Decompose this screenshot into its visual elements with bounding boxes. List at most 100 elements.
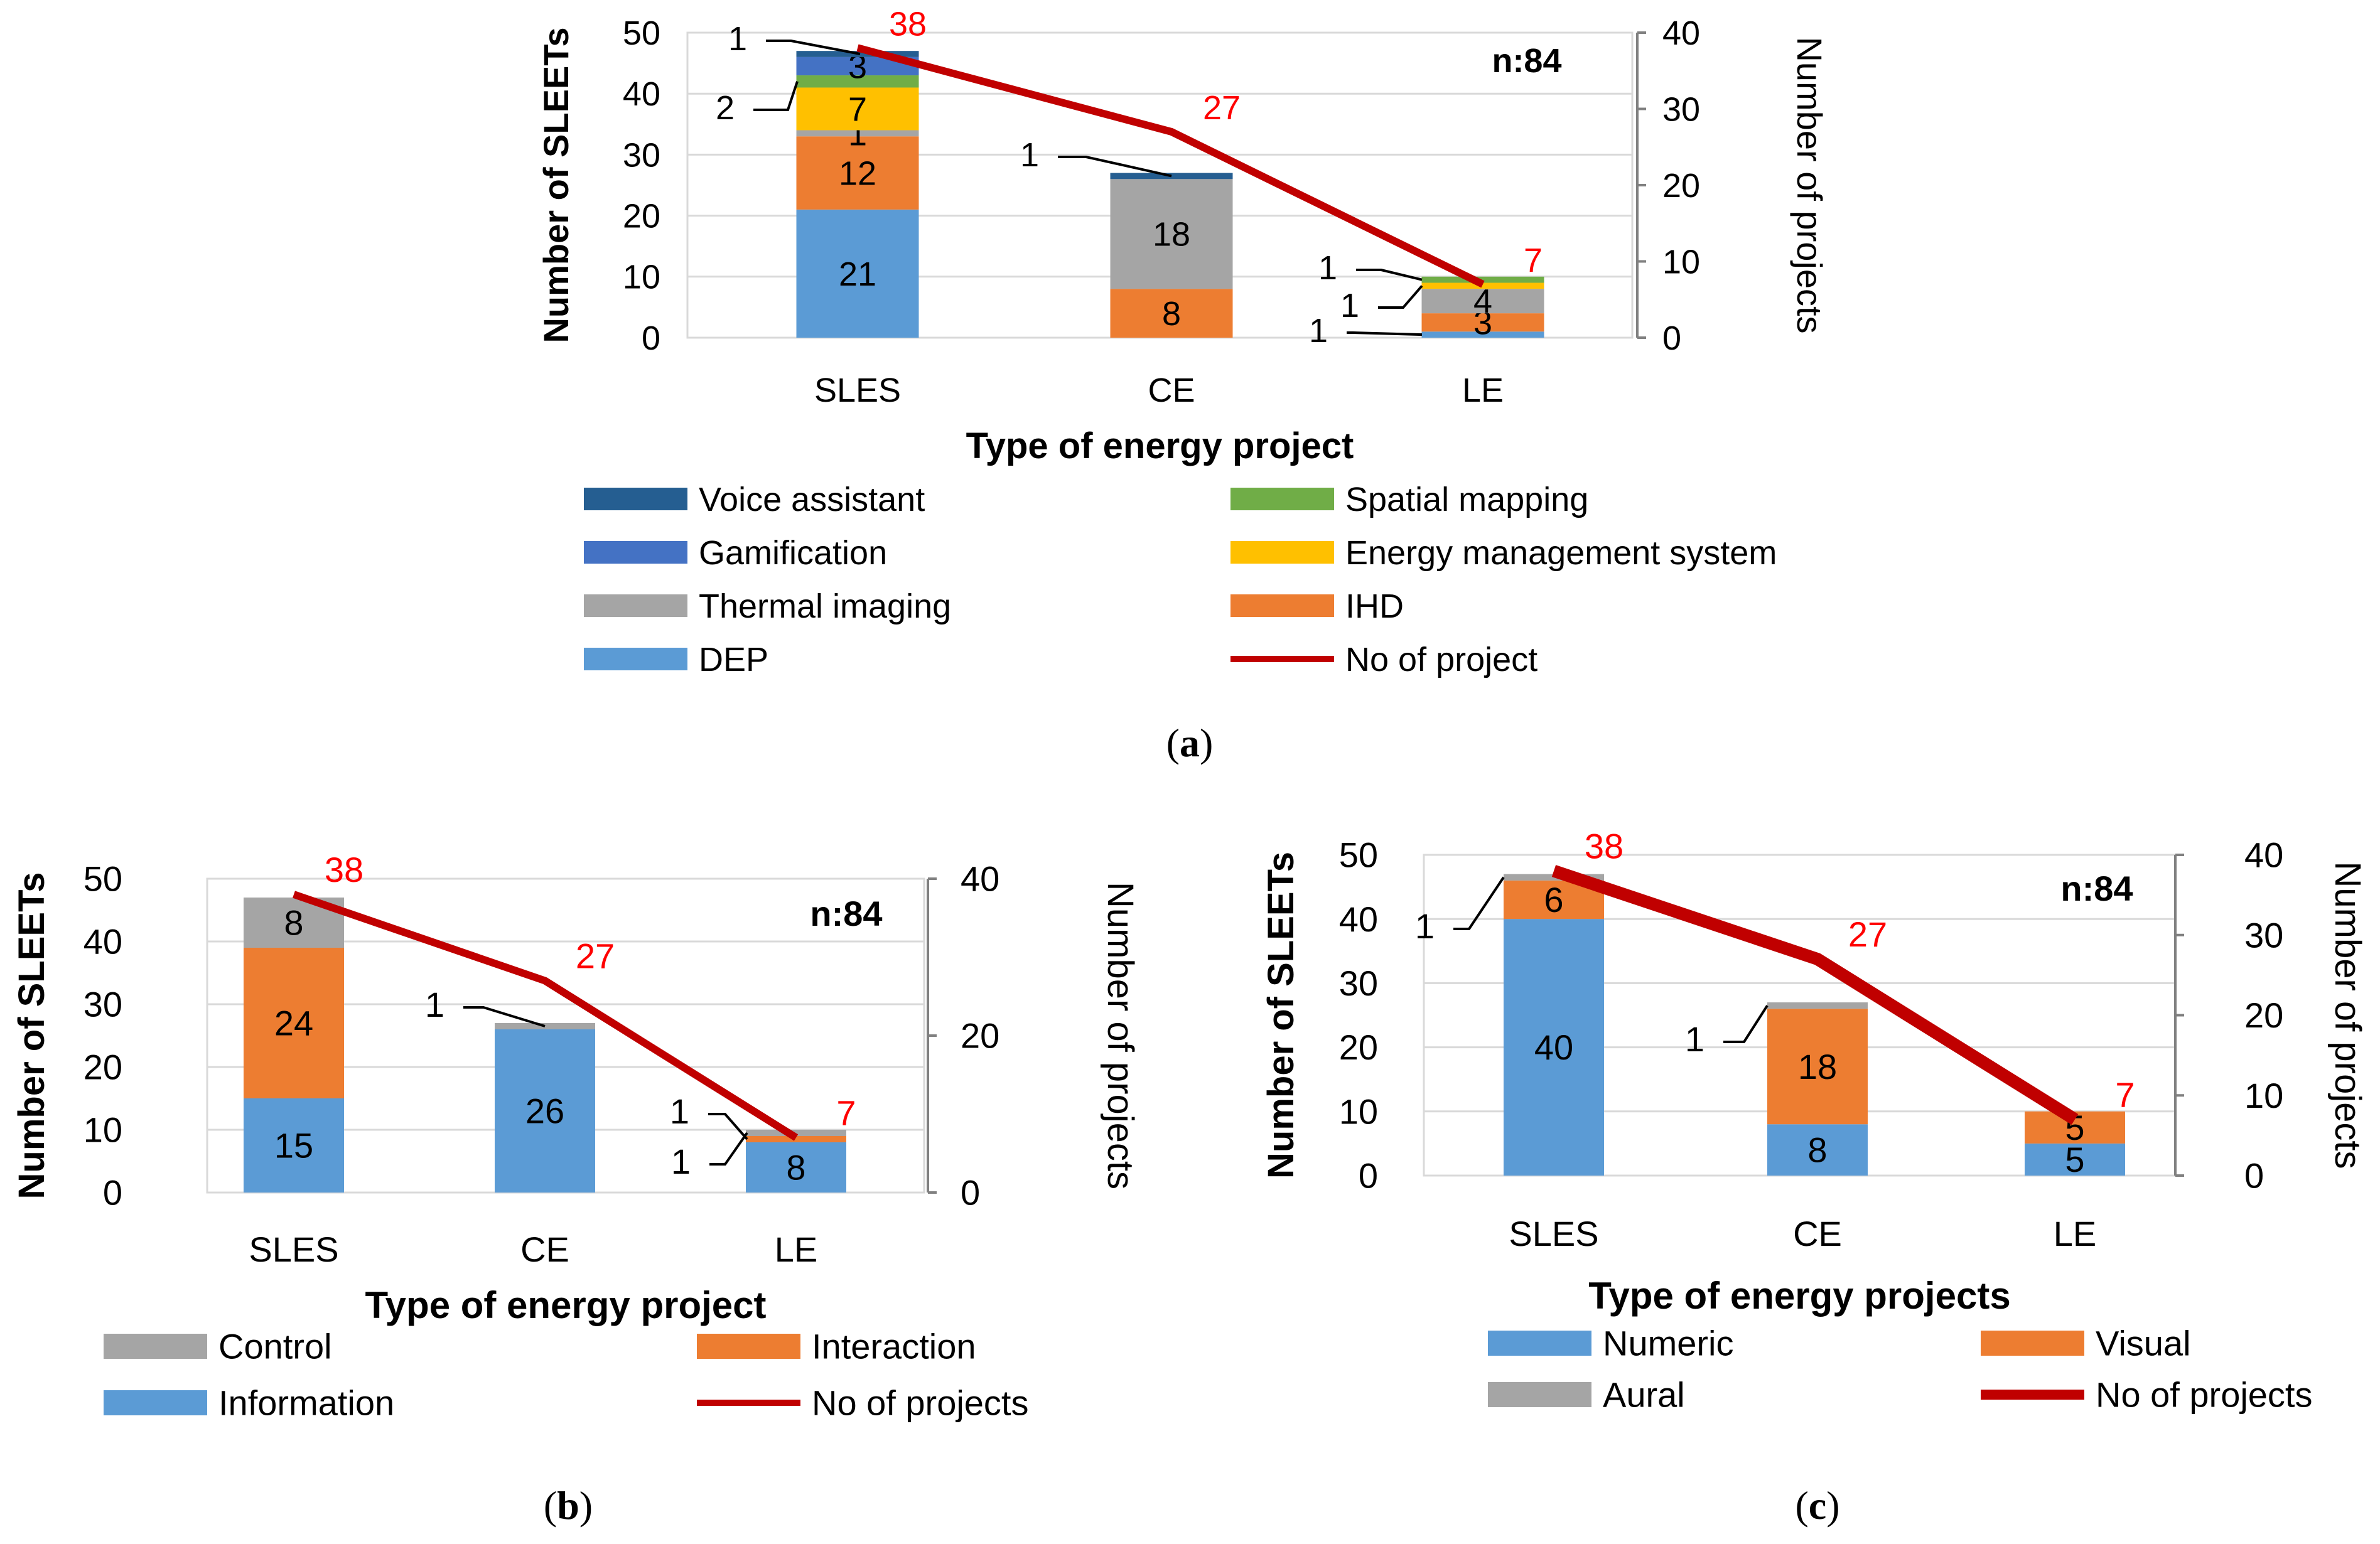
legend-label: No of projects [2096, 1375, 2313, 1415]
data-label: 18 [1153, 216, 1190, 254]
legend-swatch [697, 1334, 800, 1359]
bar-numeric-sles [1504, 919, 1604, 1176]
y-tick-label: 0 [1359, 1156, 1378, 1196]
y2-axis-title: Number of projects [1100, 882, 1141, 1189]
bar-ihd-le [1421, 313, 1544, 332]
sample-size-annotation: n:84 [1492, 42, 1561, 80]
projects-line [1551, 865, 2079, 1125]
figure-caption: (b) [544, 1483, 593, 1528]
y2-tick-label: 30 [2244, 915, 2283, 955]
data-label: 6 [1544, 880, 1563, 919]
y-tick-label: 10 [83, 1110, 122, 1150]
legend-swatch [584, 541, 687, 564]
legend-swatch [104, 1390, 207, 1415]
y2-tick-label: 20 [2244, 995, 2283, 1035]
y-tick-label: 10 [1339, 1091, 1378, 1131]
legend-swatch [584, 488, 687, 510]
projects-value-label: 7 [1524, 242, 1543, 279]
x-axis-title: Type of energy projects [1588, 1275, 2010, 1317]
y-tick-label: 50 [83, 859, 122, 899]
figure-caption: (a) [1166, 721, 1214, 765]
callout-label: 2 [716, 89, 735, 127]
leader-line [708, 1113, 748, 1140]
category-label: CE [1148, 372, 1195, 409]
legend-label: No of projects [812, 1383, 1029, 1423]
legend-label: Visual [2096, 1324, 2191, 1363]
bar-numeric-le [2025, 1143, 2125, 1176]
legend-label: Information [218, 1383, 394, 1423]
figure-caption: (c) [1795, 1483, 1839, 1528]
y-axis-title: Number of SLEETs [536, 27, 576, 343]
bar-energy-management-system-sles [796, 87, 919, 131]
data-label: 21 [839, 255, 876, 293]
category-label: LE [775, 1230, 818, 1269]
y-tick-label: 20 [623, 198, 660, 235]
legend-swatch [1230, 488, 1334, 510]
legend-swatch [104, 1334, 207, 1359]
leader-line [1723, 1005, 1769, 1043]
data-label: 40 [1534, 1027, 1573, 1067]
y2-axis-title: Number of projects [2327, 862, 2368, 1169]
y2-tick-label: 20 [961, 1016, 999, 1056]
projects-value-label: 27 [1203, 89, 1241, 127]
data-label: 8 [284, 903, 303, 943]
bar-ihd-ce [1110, 289, 1233, 338]
y-tick-label: 0 [642, 319, 660, 357]
callout-label: 1 [671, 1142, 691, 1181]
data-label: 8 [1162, 295, 1181, 333]
legend-swatch [1981, 1331, 2084, 1356]
y-tick-label: 40 [1339, 899, 1378, 939]
legend-label: Gamification [699, 534, 887, 572]
data-label: 18 [1798, 1047, 1837, 1086]
y2-tick-label: 10 [2244, 1076, 2283, 1115]
y-tick-label: 40 [83, 922, 122, 962]
y-tick-label: 30 [623, 136, 660, 174]
y-tick-label: 20 [1339, 1027, 1378, 1067]
data-label: 26 [525, 1091, 564, 1131]
chart-c: 01020304050010203040406SLES818CE55LE1138… [1261, 827, 2368, 1528]
bar-information-ce [495, 1029, 595, 1193]
category-label: CE [520, 1230, 569, 1269]
leader-line [1378, 285, 1423, 309]
projects-line [856, 44, 1485, 288]
bar-information-le [746, 1142, 846, 1193]
data-label: 4 [1473, 283, 1492, 321]
y-axis-title: Number of SLEETs [1261, 852, 1301, 1179]
bar-dep-sles [796, 209, 919, 338]
bar-control-le [746, 1130, 846, 1136]
callout-label: 1 [1415, 906, 1435, 946]
bar-numeric-ce [1767, 1124, 1868, 1176]
legend-label: DEP [699, 641, 768, 678]
y2-tick-label: 40 [2244, 835, 2283, 875]
data-label: 12 [839, 154, 876, 192]
y2-tick-label: 40 [1662, 14, 1700, 52]
projects-value-label: 38 [1585, 827, 1623, 866]
data-label: 7 [848, 90, 867, 128]
y2-tick-label: 0 [2244, 1156, 2264, 1196]
y-tick-label: 0 [103, 1173, 122, 1213]
category-label: LE [1462, 372, 1504, 409]
chart-b: 0 10 20 30 40 50 0 20 40 15 24 8 SLES 26 CE 8 LE 1 1 1 38 27 7… [11, 850, 1141, 1528]
legend-label: No of project [1345, 641, 1537, 678]
callout-label: 1 [425, 985, 444, 1024]
y-tick-label: 30 [1339, 963, 1378, 1003]
x-axis-title: Type of energy project [966, 426, 1354, 466]
caption-letter: c [1809, 1483, 1826, 1528]
projects-value-label: 27 [1848, 914, 1887, 954]
category-label: LE [2054, 1214, 2097, 1253]
data-label: 5 [2065, 1140, 2084, 1179]
callout-label: 1 [728, 20, 747, 58]
projects-value-label: 38 [325, 850, 363, 889]
bar-energy-management-system-le [1421, 282, 1544, 289]
bar-ihd-sles [796, 136, 919, 210]
legend-label: Voice assistant [699, 481, 925, 518]
y2-tick-label: 40 [961, 859, 999, 899]
y2-tick-label: 0 [961, 1173, 980, 1213]
y-axis-title: Number of SLEETs [11, 872, 52, 1199]
data-label: 24 [274, 1004, 313, 1043]
callout-label: 1 [670, 1091, 689, 1131]
y2-tick-label: 0 [1662, 319, 1681, 357]
legend-label: Energy management system [1345, 534, 1777, 572]
y2-tick-label: 20 [1662, 167, 1700, 205]
